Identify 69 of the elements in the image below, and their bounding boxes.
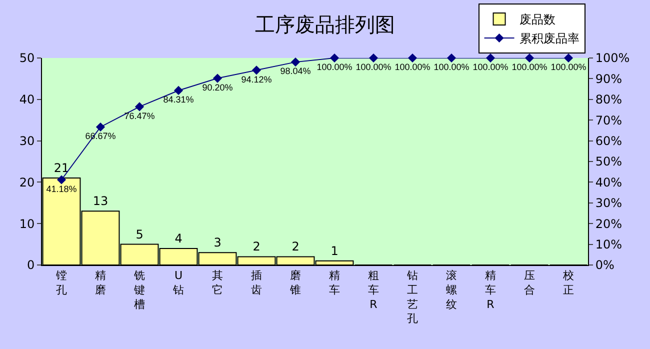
data-label: 21 bbox=[54, 161, 70, 176]
legend-label: 累积废品率 bbox=[519, 32, 580, 46]
point bbox=[96, 122, 106, 132]
x-tick-label: 插齿 bbox=[251, 269, 262, 296]
x-tick-label: 压合 bbox=[524, 269, 535, 296]
y2-tick-label: 50% bbox=[595, 154, 622, 169]
point bbox=[290, 58, 300, 67]
y-tick-label: 50 bbox=[19, 51, 35, 66]
y-tick-label: 10 bbox=[19, 216, 35, 231]
point bbox=[56, 175, 66, 184]
point bbox=[368, 53, 378, 63]
y2-tick-label: 60% bbox=[595, 134, 622, 148]
data-label: 84.31% bbox=[163, 94, 194, 105]
y2-tick-label: 10% bbox=[595, 238, 622, 252]
data-label: 2 bbox=[252, 240, 260, 254]
y-tick-label: 30 bbox=[19, 134, 35, 148]
data-label: 100.00% bbox=[472, 62, 508, 72]
y2-tick-label: 90% bbox=[595, 72, 622, 86]
data-label: 2 bbox=[292, 240, 300, 254]
y2-tick-label: 30% bbox=[595, 196, 622, 210]
x-tick-label: U钻 bbox=[172, 269, 184, 296]
data-label: 5 bbox=[136, 227, 144, 242]
y2-tick-label: 100% bbox=[595, 51, 630, 66]
x-tick-label: 镗孔 bbox=[55, 269, 67, 296]
y-tick-label: 40 bbox=[19, 92, 35, 107]
point bbox=[252, 66, 262, 75]
data-label: 100.00% bbox=[394, 62, 430, 72]
y2-tick-label: 70% bbox=[595, 113, 622, 128]
y2-tick-label: 40% bbox=[595, 175, 622, 190]
data-label: 100.00% bbox=[434, 62, 470, 72]
point bbox=[564, 53, 574, 63]
data-label: 100.00% bbox=[316, 62, 352, 72]
x-tick-label: 钻工艺孔 bbox=[406, 269, 418, 326]
point bbox=[408, 53, 418, 63]
y2-tick-label: 20% bbox=[595, 216, 622, 231]
point bbox=[330, 53, 340, 63]
data-label: 41.18% bbox=[46, 184, 77, 194]
data-label: 1 bbox=[330, 244, 338, 258]
x-tick-label: 精车R bbox=[485, 269, 496, 311]
data-label: 4 bbox=[174, 231, 182, 246]
x-tick-label: 其它 bbox=[212, 269, 223, 296]
point bbox=[174, 86, 184, 96]
data-label: 98.04% bbox=[280, 66, 311, 76]
x-tick-label: 滚螺纹 bbox=[446, 269, 457, 311]
y-tick-label: 0 bbox=[26, 258, 35, 272]
x-tick-label: 精磨 bbox=[95, 269, 106, 296]
data-label: 100.00% bbox=[356, 62, 392, 72]
chart-title: 工序废品排列图 bbox=[255, 12, 395, 36]
data-label: 3 bbox=[214, 236, 222, 250]
x-tick-label: 精车 bbox=[329, 269, 340, 296]
point bbox=[524, 53, 534, 63]
point bbox=[212, 74, 222, 83]
point bbox=[446, 53, 456, 63]
data-label: 100.00% bbox=[512, 62, 548, 72]
y2-tick-label: 80% bbox=[595, 92, 622, 107]
x-tick-label: 铣键槽 bbox=[133, 269, 145, 311]
legend-label: 废品数 bbox=[519, 12, 556, 27]
x-tick-label: 校正 bbox=[562, 269, 574, 296]
data-label: 13 bbox=[92, 194, 108, 208]
x-tick-label: 粗车R bbox=[368, 269, 379, 311]
y-tick-label: 20 bbox=[19, 175, 35, 190]
data-label: 76.47% bbox=[124, 110, 155, 121]
y2-tick-label: 0% bbox=[595, 258, 614, 272]
data-label: 90.20% bbox=[202, 82, 233, 92]
data-label: 94.12% bbox=[241, 74, 272, 84]
point bbox=[486, 53, 496, 63]
x-tick-label: 磨锥 bbox=[289, 269, 301, 296]
data-label: 100.00% bbox=[550, 62, 586, 72]
point bbox=[134, 102, 144, 112]
